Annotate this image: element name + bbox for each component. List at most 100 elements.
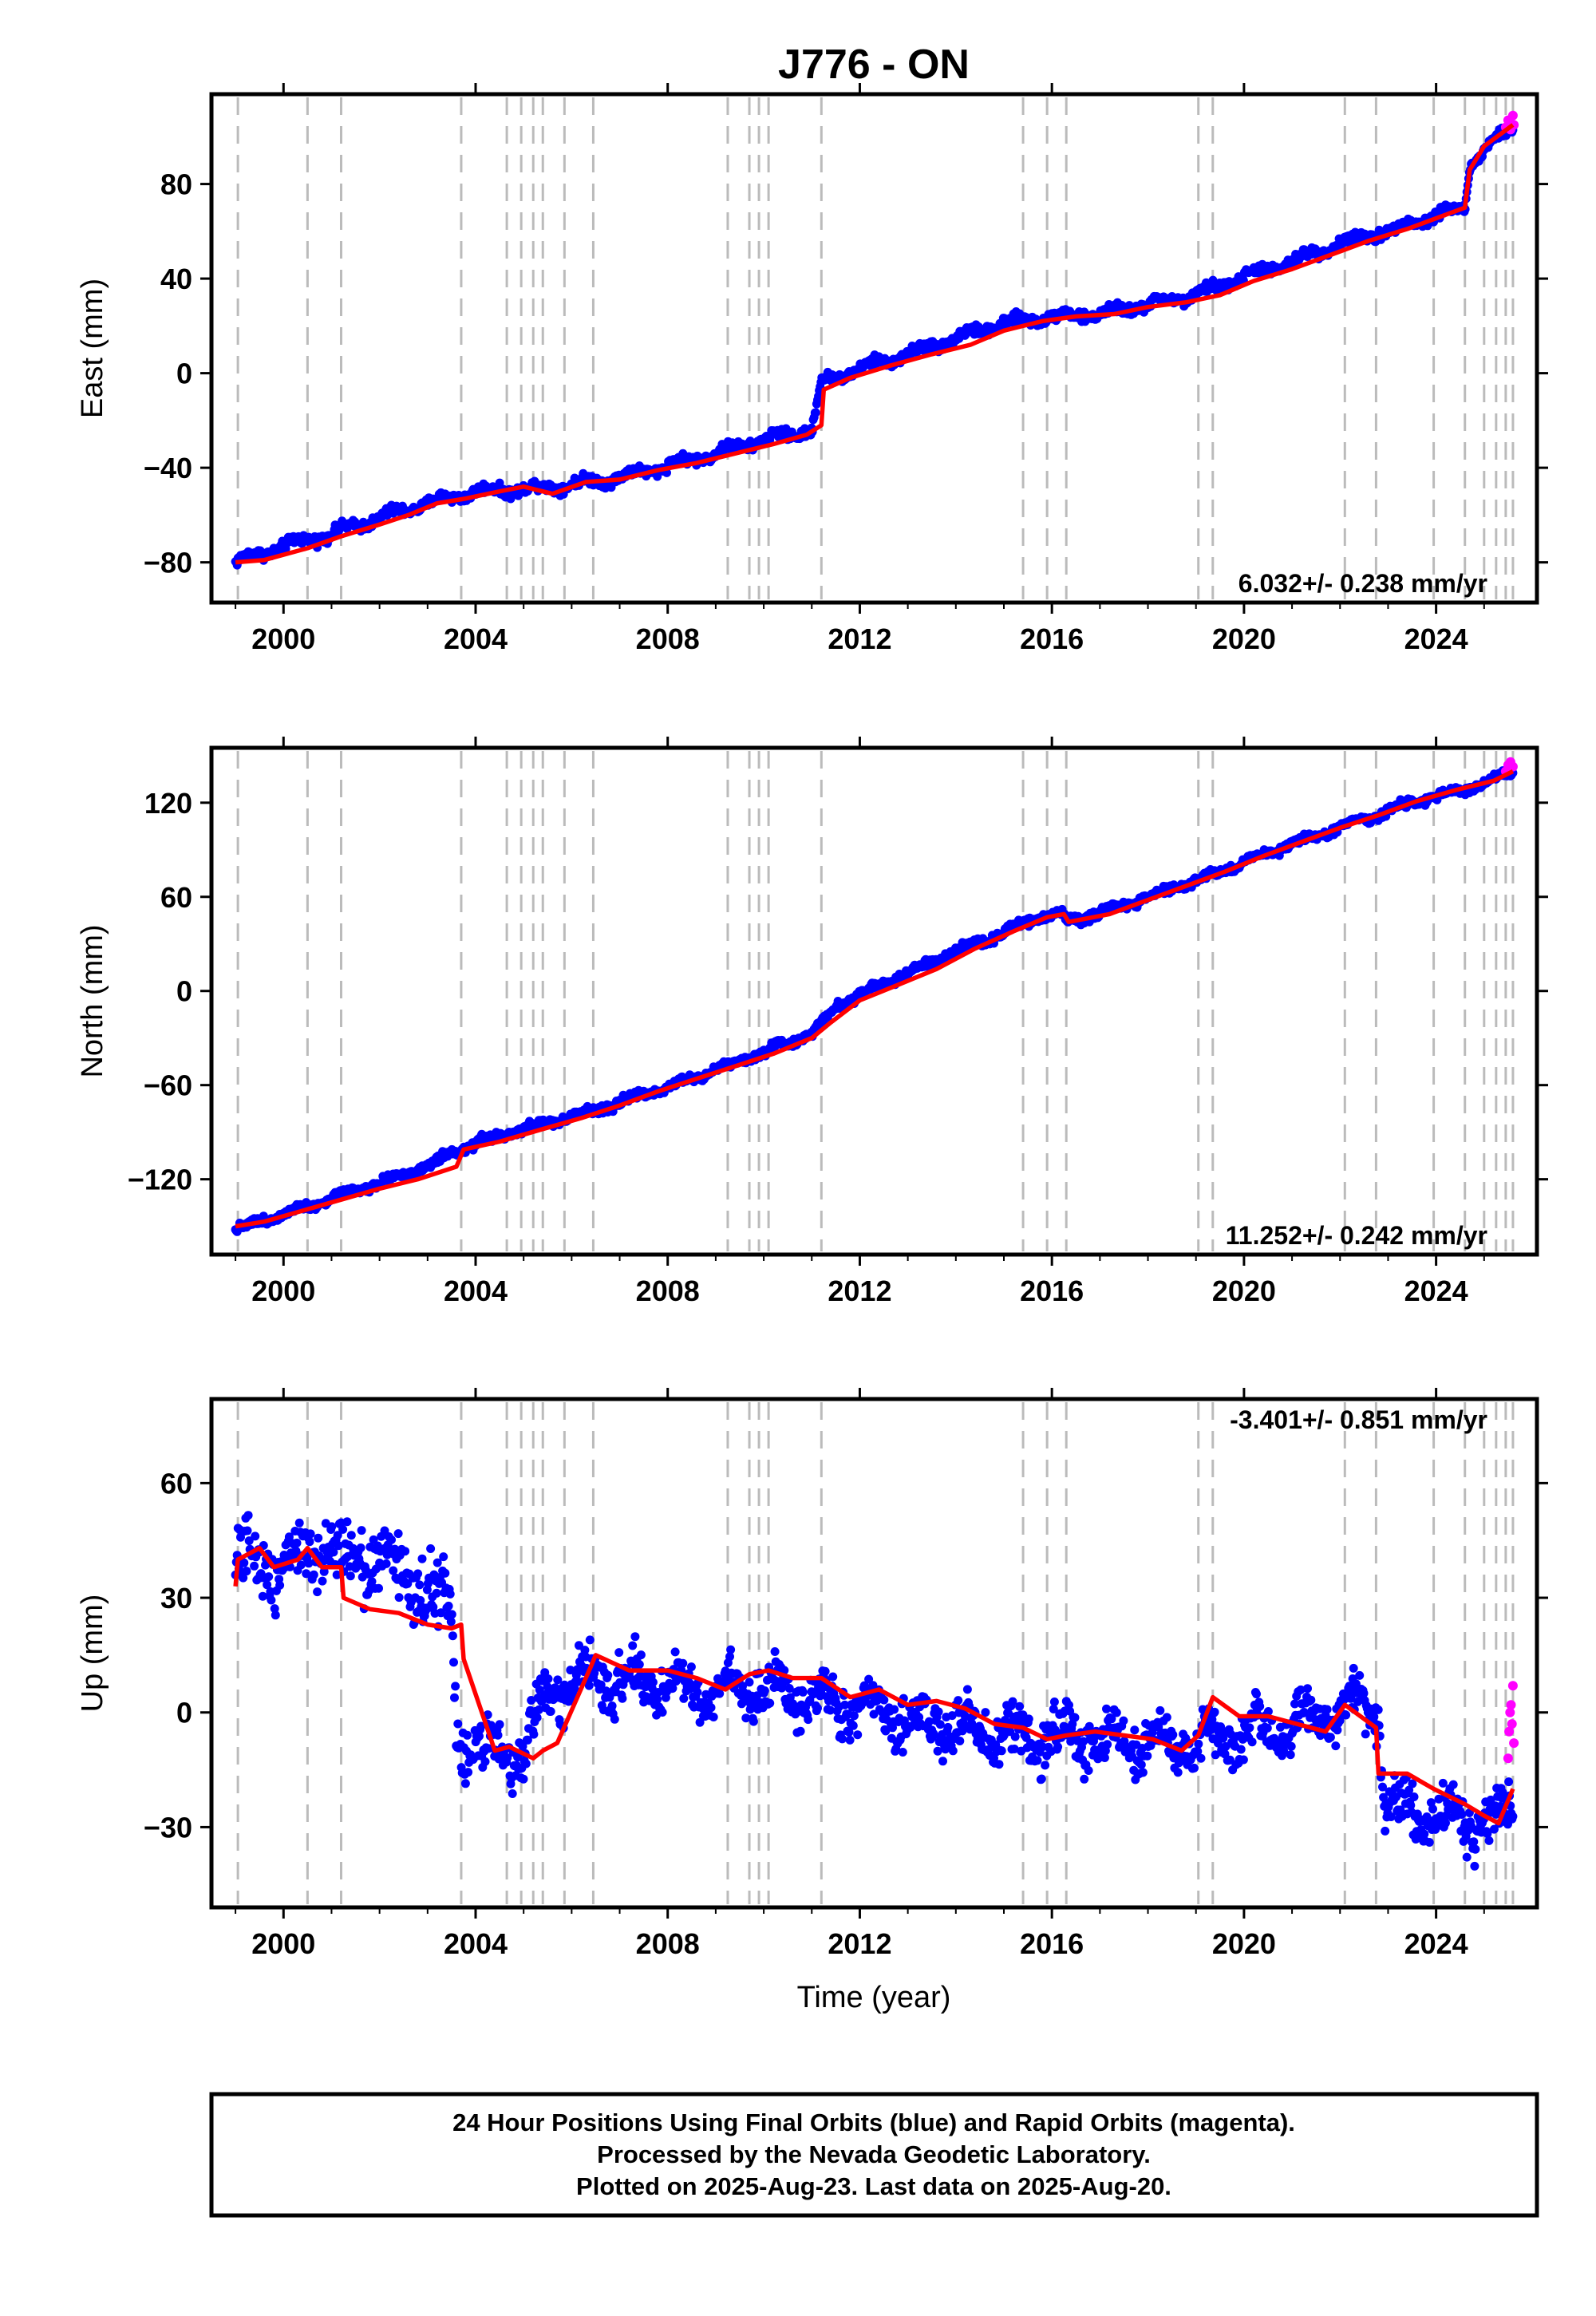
final-orbit-point: [1457, 1810, 1467, 1819]
final-orbit-point: [849, 1711, 859, 1721]
final-orbit-point: [997, 1746, 1006, 1756]
final-orbit-point: [1138, 1768, 1148, 1777]
final-orbit-point: [1381, 1826, 1390, 1836]
final-orbit-point: [480, 1757, 490, 1766]
final-orbit-point: [1424, 1838, 1434, 1847]
final-orbit-point: [726, 1645, 736, 1654]
final-orbit-point: [853, 1730, 863, 1740]
final-orbit-point: [332, 1570, 342, 1579]
final-orbit-point: [1504, 1777, 1514, 1787]
final-orbit-point: [495, 1720, 504, 1729]
final-orbit-points: [231, 765, 1518, 1236]
final-orbit-point: [367, 1577, 377, 1587]
final-orbit-point: [610, 1714, 619, 1724]
x-tick-label: 2020: [1212, 1927, 1276, 1960]
final-orbit-point: [630, 1632, 640, 1642]
final-orbit-point: [236, 1532, 245, 1542]
footer-line-3: Plotted on 2025-Aug-23. Last data on 202…: [576, 2172, 1171, 2200]
final-orbit-point: [1103, 1740, 1112, 1749]
final-orbit-point: [464, 1768, 473, 1777]
footer-line-2: Processed by the Nevada Geodetic Laborat…: [597, 2140, 1151, 2168]
x-tick-label: 2024: [1404, 1927, 1468, 1960]
rapid-orbit-point: [1507, 1681, 1518, 1691]
rapid-orbit-point: [1507, 761, 1518, 772]
final-orbit-point: [1438, 1778, 1448, 1788]
final-orbit-point: [403, 1579, 413, 1588]
y-tick-label: −60: [144, 1069, 192, 1102]
final-orbit-point: [1245, 1723, 1254, 1733]
plot-frame: [209, 92, 1539, 605]
final-orbit-point: [284, 1532, 294, 1542]
final-orbit-point: [327, 1522, 337, 1531]
x-axis-label: Time (year): [797, 1981, 951, 2014]
final-orbit-point: [804, 1715, 813, 1725]
final-orbit-point: [401, 1547, 410, 1556]
final-orbit-point: [381, 1559, 391, 1568]
rapid-orbit-point: [1503, 1753, 1513, 1764]
final-orbit-point: [1306, 1695, 1316, 1705]
final-orbit-point: [329, 1547, 338, 1557]
final-orbit-point: [760, 1686, 769, 1695]
north-panel: 2000 2004 2008 2012 2016 2020 2024−120−6006012…: [76, 737, 1548, 1307]
final-orbit-point: [1373, 1705, 1383, 1714]
final-orbit-point: [292, 1538, 302, 1547]
final-orbit-point: [475, 1732, 484, 1741]
final-orbit-point: [523, 1735, 532, 1745]
final-orbit-point: [508, 1789, 517, 1798]
x-tick-label: 2020: [1212, 622, 1276, 655]
final-orbit-point: [1441, 1818, 1450, 1828]
final-orbit-point: [519, 1774, 528, 1784]
final-orbit-point: [1143, 1751, 1152, 1761]
final-orbit-point: [342, 1517, 352, 1527]
y-axis-label: North (mm): [76, 924, 109, 1077]
final-orbit-point: [333, 1531, 342, 1540]
velocity-annotation: 11.252+/- 0.242 mm/yr: [1226, 1221, 1487, 1250]
plot-frame: [209, 745, 1539, 1257]
final-orbit-point: [338, 1524, 348, 1534]
final-orbit-point: [636, 1650, 646, 1660]
final-orbit-point: [1349, 1663, 1358, 1673]
y-tick-label: −30: [144, 1811, 192, 1844]
final-orbit-point: [765, 1698, 775, 1708]
final-orbit-point: [267, 1595, 276, 1605]
y-axis-label: East (mm): [76, 279, 109, 418]
final-orbit-point: [678, 1658, 688, 1668]
final-orbit-point: [653, 1694, 662, 1704]
final-orbit-point: [493, 1730, 503, 1740]
east-panel: 2000 2004 2008 2012 2016 2020 2024−80−4004080E…: [76, 83, 1548, 655]
final-orbit-point: [1053, 1742, 1063, 1752]
model-line: [235, 769, 1515, 1229]
final-orbit-point: [1238, 1755, 1248, 1765]
final-orbit-point: [1361, 1729, 1370, 1739]
y-tick-label: 0: [176, 358, 192, 390]
final-orbit-point: [1355, 1670, 1365, 1680]
final-orbit-point: [686, 1662, 696, 1672]
y-axis-label: Up (mm): [76, 1595, 109, 1713]
final-orbit-point: [243, 1511, 253, 1520]
x-tick-label: 2012: [828, 1275, 891, 1307]
final-orbit-point: [394, 1593, 404, 1603]
velocity-annotation: 6.032+/- 0.238 mm/yr: [1238, 569, 1487, 598]
y-tick-label: 80: [160, 168, 192, 201]
y-tick-label: −80: [144, 547, 192, 579]
x-tick-label: 2000: [251, 622, 315, 655]
final-orbit-point: [439, 1552, 448, 1562]
final-orbit-point: [820, 1666, 830, 1676]
final-orbit-point: [1484, 1836, 1494, 1845]
final-orbit-point: [749, 1717, 758, 1726]
final-orbit-point: [954, 1696, 963, 1705]
final-orbit-point: [357, 1526, 366, 1535]
y-tick-label: 0: [176, 975, 192, 1008]
final-orbit-point: [374, 1583, 383, 1593]
final-orbit-point: [460, 1779, 470, 1788]
final-orbit-point: [251, 1531, 260, 1541]
x-tick-label: 2008: [636, 1275, 700, 1307]
final-orbit-point: [838, 1734, 847, 1744]
final-orbit-point: [1190, 1763, 1199, 1773]
final-orbit-point: [444, 1601, 453, 1611]
y-tick-label: 60: [160, 881, 192, 914]
final-orbit-point: [426, 1544, 436, 1553]
final-orbit-point: [618, 1694, 627, 1703]
final-orbit-point: [1286, 1750, 1295, 1760]
